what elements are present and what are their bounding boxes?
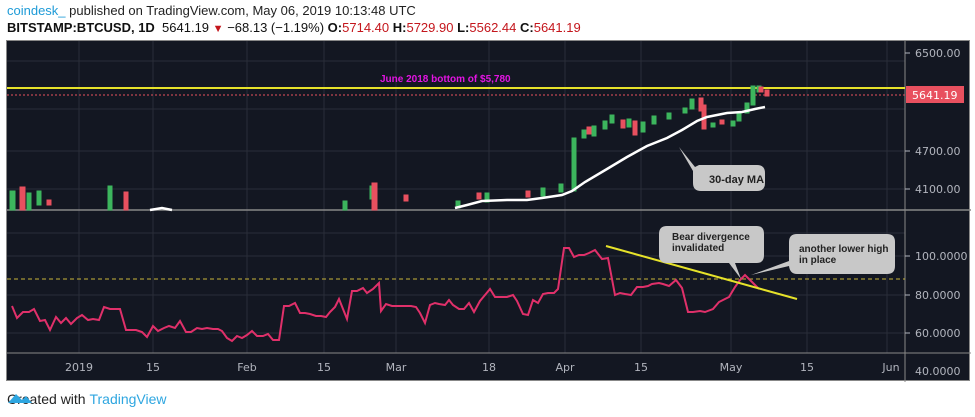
ma-callout — [679, 147, 765, 191]
publish-info: coindesk_ published on TradingView.com, … — [7, 3, 416, 18]
time-tick-may: May — [720, 361, 743, 374]
ma-label: 30-day MA — [709, 174, 764, 186]
rsi-tick-60: 60.0000 — [915, 327, 961, 340]
price-tag-value: 5641.19 — [912, 89, 958, 102]
bear-divergence-trendline[interactable] — [605, 245, 798, 300]
chart-frame[interactable]: June 2018 bottom of $5,780 — [6, 40, 971, 382]
ma-line[interactable] — [149, 206, 173, 212]
price-tag — [906, 86, 964, 103]
bear-label-2: invalidated — [672, 243, 724, 254]
time-tick-jan15: 15 — [146, 361, 160, 374]
price-tick-4700: 4700.00 — [915, 145, 961, 158]
low-value: 5562.44 — [469, 20, 517, 35]
price-tick-4100: 4100.00 — [915, 183, 961, 196]
price-change: −68.13 (−1.19%) — [227, 20, 325, 35]
rsi-tick-80: 80.0000 — [915, 289, 961, 302]
high-value: 5729.90 — [406, 20, 454, 35]
candles — [9, 85, 770, 211]
ma-line-main[interactable] — [454, 105, 766, 210]
bear-label-1: Bear divergence — [672, 232, 750, 243]
time-tick-may15: 15 — [800, 361, 814, 374]
time-tick-apr: Apr — [555, 361, 575, 374]
rsi-axis[interactable]: 100.0000 80.0000 60.0000 40.0000 — [905, 250, 968, 378]
tradingview-link[interactable]: TradingView — [89, 391, 167, 407]
lower-high-callout — [751, 234, 895, 275]
footer: Created with TradingView — [7, 391, 167, 407]
support-label: June 2018 bottom of $5,780 — [380, 74, 511, 85]
last-price: 5641.19 — [162, 20, 210, 35]
time-tick-mar18: 18 — [482, 361, 496, 374]
time-tick-feb: Feb — [237, 361, 256, 374]
price-axis[interactable]: 6500.00 4700.00 4100.00 — [905, 47, 961, 196]
time-tick-apr15: 15 — [634, 361, 648, 374]
open-label: O: — [327, 20, 343, 35]
time-tick-feb15: 15 — [317, 361, 331, 374]
lower-high-label-1: another lower high — [799, 244, 888, 255]
symbol-info: BITSTAMP:BTCUSD, 1D 5641.19 ▼ −68.13 (−1… — [7, 20, 581, 35]
published-text: published on TradingView.com, May 06, 20… — [65, 3, 416, 18]
high-label: H: — [392, 20, 407, 35]
rsi-tick-100: 100.0000 — [915, 250, 968, 263]
down-triangle-icon: ▼ — [212, 23, 224, 35]
close-value: 5641.19 — [533, 20, 581, 35]
rsi-line[interactable] — [11, 247, 760, 343]
time-axis[interactable]: 2019 15 Feb 15 Mar 18 Apr 15 May 15 Jun — [65, 361, 900, 374]
time-tick-2019: 2019 — [65, 361, 93, 374]
rsi-tick-40: 40.0000 — [915, 365, 961, 378]
time-tick-mar: Mar — [386, 361, 407, 374]
price-tick-6500: 6500.00 — [915, 47, 961, 60]
time-tick-jun: Jun — [881, 361, 899, 374]
publisher-link[interactable]: coindesk_ — [7, 3, 66, 18]
lower-high-label-2: in place — [799, 255, 837, 266]
chart-canvas[interactable]: June 2018 bottom of $5,780 — [7, 41, 971, 382]
low-label: L: — [457, 20, 470, 35]
bear-callout — [659, 226, 764, 279]
symbol: BITSTAMP:BTCUSD, 1D — [7, 20, 155, 35]
close-label: C: — [520, 20, 534, 35]
open-value: 5714.40 — [342, 20, 390, 35]
